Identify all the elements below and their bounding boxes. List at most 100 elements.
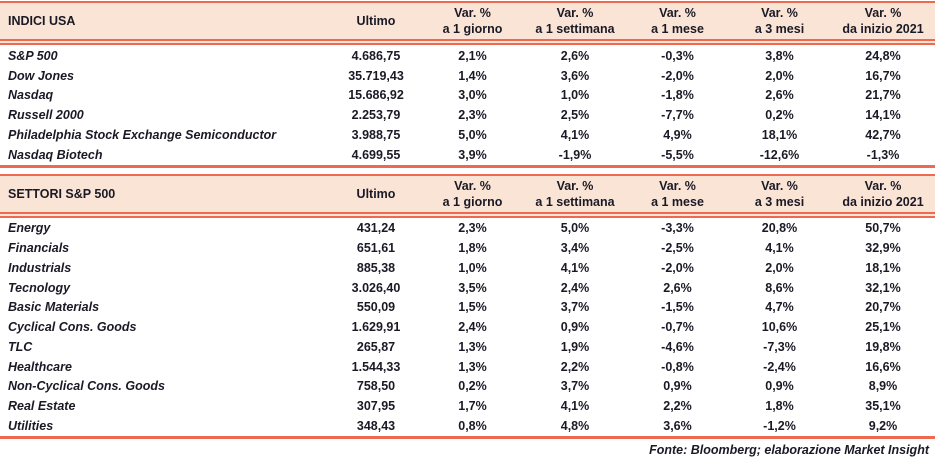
col-header-var-line2: da inizio 2021 — [842, 194, 924, 209]
col-header-var-1-settimana: Var. % a 1 settimana — [523, 178, 627, 210]
col-header-var-line2: a 3 mesi — [754, 22, 805, 36]
table-body-indici-usa: S&P 500 4.686,75 2,1% 2,6% -0,3% 3,8% 24,8% Dow… — [0, 45, 935, 168]
cell-value: 3,5% — [458, 280, 487, 295]
cell-value: 5,0% — [560, 221, 590, 236]
table-row: Dow Jones 35.719,43 1,4% 3,6% -2,0% 2,0% 16,7% — [0, 66, 935, 86]
col-header-var-line2: da inizio 2021 — [842, 22, 924, 36]
cell-value: 3,0% — [458, 88, 487, 103]
cell-value: 1,8% — [458, 241, 487, 256]
cell-value: 14,1% — [865, 108, 901, 123]
col-header-var-line2: a 1 giorno — [442, 22, 503, 36]
cell-value: 4,1% — [765, 241, 794, 256]
cell-value: 2,4% — [560, 280, 590, 295]
cell-value: 2,1% — [458, 48, 487, 63]
col-header-var-line2: a 1 settimana — [535, 194, 615, 209]
col-header-var-line2: a 1 settimana — [535, 22, 615, 36]
cell-value: 2,2% — [560, 359, 590, 374]
row-label: Non-Cyclical Cons. Goods — [8, 379, 165, 394]
cell-value: 18,1% — [761, 127, 798, 142]
cell-value: 1,3% — [458, 339, 487, 354]
cell-value: 8,6% — [765, 280, 794, 295]
cell-value: 10,6% — [761, 320, 798, 335]
cell-value: 2,6% — [765, 88, 794, 103]
cell-value: 1,8% — [765, 399, 794, 414]
table-row: S&P 500 4.686,75 2,1% 2,6% -0,3% 3,8% 24,8% — [0, 46, 935, 66]
col-header-var-1-giorno: Var. % a 1 giorno — [422, 5, 523, 37]
row-label: Utilities — [8, 418, 54, 433]
cell-value: 20,7% — [865, 300, 901, 315]
col-header-var-line1: Var. % — [454, 178, 491, 193]
cell-value: 42,7% — [865, 127, 901, 142]
cell-value: 19,8% — [865, 339, 901, 354]
cell-value: 20,8% — [761, 221, 798, 236]
col-header-var-line1: Var. % — [864, 178, 902, 193]
cell-value: 32,1% — [865, 280, 901, 295]
cell-value: -0,3% — [661, 48, 694, 63]
table-title: INDICI USA — [8, 14, 76, 28]
col-header-var-line2: a 1 mese — [651, 22, 704, 36]
table-row: Philadelphia Stock Exchange Semiconducto… — [0, 125, 935, 145]
cell-value: -1,9% — [558, 147, 592, 162]
cell-ultimo: 758,50 — [356, 379, 396, 394]
cell-ultimo: 307,95 — [356, 399, 396, 414]
cell-value: 1,4% — [458, 68, 487, 83]
cell-value: -0,7% — [661, 320, 694, 335]
cell-value: -7,7% — [661, 108, 694, 123]
cell-value: 24,8% — [865, 48, 901, 63]
cell-value: 2,3% — [458, 108, 487, 123]
row-label: S&P 500 — [8, 48, 58, 63]
table-row: Energy 431,24 2,3% 5,0% -3,3% 20,8% 50,7% — [0, 219, 935, 239]
cell-value: 4,1% — [560, 399, 590, 414]
cell-value: 50,7% — [865, 221, 901, 236]
cell-value: 2,6% — [663, 280, 692, 295]
cell-ultimo: 4.699,55 — [351, 147, 401, 162]
cell-ultimo: 1.629,91 — [351, 320, 401, 335]
cell-value: 35,1% — [865, 399, 901, 414]
col-header-var-line1: Var. % — [454, 6, 491, 20]
cell-value: -2,0% — [661, 68, 694, 83]
cell-value: 0,8% — [458, 418, 487, 433]
col-header-var-line1: Var. % — [761, 178, 798, 193]
cell-value: 4,7% — [765, 300, 794, 315]
col-header-var-line1: Var. % — [556, 178, 594, 193]
col-header-var-line1: Var. % — [659, 6, 696, 20]
cell-value: 18,1% — [865, 260, 901, 275]
col-header-var-inizio-2021: Var. % da inizio 2021 — [831, 178, 935, 210]
cell-value: -1,3% — [866, 147, 900, 162]
cell-value: 4,9% — [663, 127, 692, 142]
table-row: Tecnology 3.026,40 3,5% 2,4% 2,6% 8,6% 32,1% — [0, 278, 935, 298]
cell-value: -7,3% — [763, 339, 796, 354]
cell-ultimo: 651,61 — [356, 241, 396, 256]
cell-value: 1,0% — [560, 88, 590, 103]
cell-ultimo: 1.544,33 — [351, 359, 401, 374]
cell-value: -1,5% — [661, 300, 694, 315]
cell-value: -12,6% — [759, 147, 800, 162]
cell-value: -5,5% — [661, 147, 694, 162]
row-label: Real Estate — [8, 399, 76, 414]
cell-value: 4,1% — [560, 260, 590, 275]
row-label: Basic Materials — [8, 300, 100, 315]
cell-value: 1,0% — [458, 260, 487, 275]
table-settori-sp500: SETTORI S&P 500 Ultimo Var. % a 1 giorno… — [0, 173, 935, 439]
cell-value: 16,7% — [865, 68, 901, 83]
row-label: Financials — [8, 241, 70, 256]
cell-value: 3,7% — [560, 300, 590, 315]
cell-value: 2,2% — [663, 399, 692, 414]
row-label: Dow Jones — [8, 68, 74, 83]
source-note: Fonte: Bloomberg; elaborazione Market In… — [649, 442, 929, 457]
col-header-var-line1: Var. % — [659, 178, 696, 193]
cell-ultimo: 265,87 — [356, 339, 396, 354]
col-header-var-1-mese: Var. % a 1 mese — [627, 178, 728, 210]
table-row: Non-Cyclical Cons. Goods 758,50 0,2% 3,7% 0,… — [0, 377, 935, 397]
cell-value: 3,6% — [663, 418, 692, 433]
table-row: Industrials 885,38 1,0% 4,1% -2,0% 2,0% 18,1% — [0, 258, 935, 278]
cell-ultimo: 348,43 — [356, 418, 396, 433]
col-header-var-3-mesi: Var. % a 3 mesi — [728, 178, 831, 210]
table-indici-usa: INDICI USA Ultimo Var. % a 1 giorno Var.… — [0, 1, 935, 168]
table-row: Nasdaq 15.686,92 3,0% 1,0% -1,8% 2,6% 21,7% — [0, 86, 935, 106]
cell-value: -0,8% — [661, 359, 694, 374]
cell-value: 5,0% — [458, 127, 487, 142]
table-row: Nasdaq Biotech 4.699,55 3,9% -1,9% -5,5% -12,… — [0, 145, 935, 165]
col-header-var-1-giorno: Var. % a 1 giorno — [422, 178, 523, 210]
